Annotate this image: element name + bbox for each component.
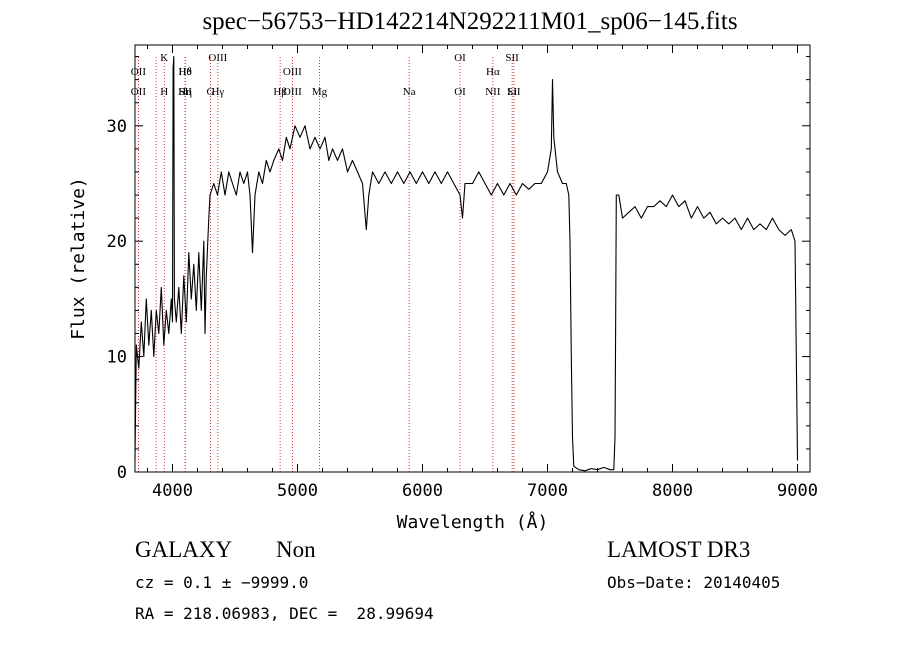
x-tick-label: 6000: [402, 481, 443, 501]
line-label-top: OIII: [283, 66, 302, 78]
line-label-top: K: [160, 52, 168, 64]
coordinates: RA = 218.06983, DEC = 28.99694: [135, 604, 434, 623]
line-label-top: Hα: [486, 66, 500, 78]
line-label-bottom: Na: [403, 86, 416, 98]
x-axis-label: Wavelength (Å): [397, 511, 549, 533]
y-tick-label: 10: [107, 348, 127, 368]
redshift-info: cz = 0.1 ± −9999.0: [135, 573, 309, 592]
line-label-top: OII: [131, 66, 147, 78]
line-label-bottom: Li: [507, 86, 517, 98]
spectrum-series-line: [134, 55, 799, 472]
line-label-bottom: H: [160, 86, 168, 98]
line-label-bottom: OI: [454, 86, 466, 98]
line-label-bottom: G: [207, 86, 215, 98]
x-tick-label: 8000: [652, 481, 693, 501]
line-label-bottom: SII: [179, 86, 193, 98]
chart-title: spec−56753−HD142214N292211M01_sp06−145.f…: [202, 8, 738, 35]
line-label-top: Hδ: [179, 66, 192, 78]
line-label-top: OI: [454, 52, 466, 64]
x-tick-label: 7000: [527, 481, 568, 501]
survey-name: LAMOST DR3: [607, 537, 751, 562]
obs-date: Obs−Date: 20140405: [607, 573, 781, 592]
line-label-top: SII: [505, 52, 519, 64]
x-tick-label: 9000: [777, 481, 818, 501]
y-tick-label: 20: [107, 232, 127, 252]
x-tick-label: 4000: [152, 481, 193, 501]
line-label-bottom: Hη: [178, 86, 192, 98]
line-label-bottom: OII: [131, 86, 147, 98]
x-tick-label: 5000: [277, 481, 318, 501]
line-label-bottom: SII: [507, 86, 521, 98]
object-subclass: Non: [276, 537, 316, 562]
line-label-bottom: OIII: [283, 86, 302, 98]
line-label-top: OIII: [208, 52, 227, 64]
y-axis-label: Flux (relative): [68, 177, 89, 340]
line-label-bottom: Hβ: [273, 86, 287, 98]
line-label-bottom: Mg: [312, 86, 328, 98]
plot-frame: [134, 44, 811, 473]
y-tick-label: 0: [117, 463, 127, 483]
line-label-bottom: NII: [485, 86, 501, 98]
object-class: GALAXY: [135, 537, 233, 562]
y-tick-label: 30: [107, 117, 127, 137]
line-label-bottom: Hγ: [211, 86, 224, 98]
